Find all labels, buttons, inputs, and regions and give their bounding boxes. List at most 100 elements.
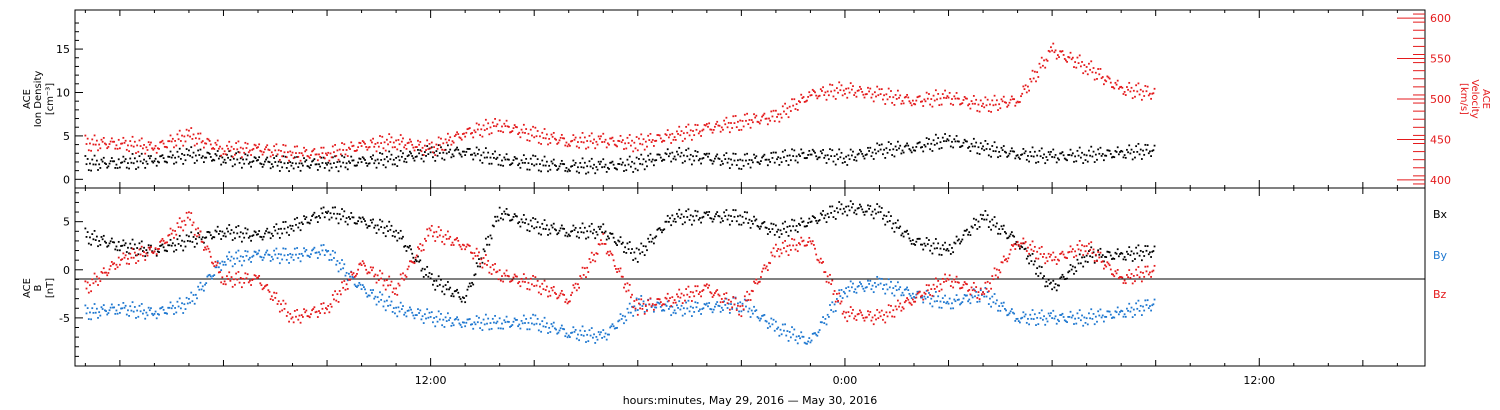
density-point — [203, 161, 205, 164]
velocity-point — [371, 141, 373, 144]
density-point — [961, 144, 964, 147]
bz-point — [592, 259, 594, 262]
bz-point — [165, 241, 167, 244]
density-point — [516, 157, 518, 160]
bx-point — [702, 215, 705, 218]
by-point — [1124, 315, 1127, 318]
by-point — [1079, 319, 1082, 322]
by-point — [371, 291, 373, 294]
bz-point — [1018, 245, 1021, 248]
bx-point — [308, 222, 311, 225]
by-point — [772, 318, 775, 321]
velocity-point — [407, 141, 410, 144]
by-point — [243, 259, 246, 262]
bz-point — [845, 311, 847, 314]
velocity-point — [235, 142, 238, 144]
density-point — [605, 171, 608, 173]
bz-point — [1009, 248, 1012, 251]
velocity-point — [527, 132, 530, 135]
bx-point — [947, 249, 950, 252]
density-point — [1067, 154, 1070, 156]
density-point — [856, 153, 859, 156]
velocity-point — [633, 141, 636, 144]
density-point — [871, 151, 874, 154]
velocity-point — [773, 120, 776, 123]
by-point — [857, 285, 860, 287]
velocity-point — [1054, 49, 1057, 52]
velocity-point — [491, 121, 494, 124]
bz-point — [895, 308, 898, 311]
bz-point — [773, 255, 776, 258]
by-point — [754, 310, 757, 312]
velocity-point — [532, 125, 534, 128]
bz-point — [381, 272, 384, 275]
velocity-point — [1082, 72, 1085, 75]
bx-point — [1089, 255, 1091, 258]
density-point — [781, 150, 784, 153]
bx-point — [735, 220, 738, 223]
velocity-point — [274, 149, 277, 152]
bx-point — [923, 242, 926, 245]
bx-point — [856, 207, 859, 210]
by-point — [496, 320, 499, 323]
density-point — [1078, 146, 1081, 149]
by-point — [665, 304, 668, 307]
density-point — [371, 158, 373, 160]
velocity-point — [1040, 56, 1043, 59]
density-point — [489, 156, 492, 159]
by-point — [1081, 314, 1083, 317]
density-point — [952, 146, 955, 149]
bx-point — [428, 272, 431, 274]
density-point — [400, 155, 403, 158]
bx-point — [129, 242, 132, 245]
by-point — [319, 253, 322, 256]
bx-point — [304, 218, 307, 220]
density-point — [138, 155, 141, 158]
velocity-point — [949, 102, 952, 105]
density-point — [903, 145, 906, 148]
density-point — [1129, 152, 1132, 155]
bz-point — [295, 315, 297, 318]
velocity-point — [909, 102, 912, 104]
density-point — [819, 150, 822, 153]
velocity-point — [680, 130, 683, 133]
bz-point — [146, 254, 149, 257]
bx-point — [796, 231, 799, 233]
bx-point — [220, 238, 223, 240]
bz-point — [260, 284, 263, 287]
bx-point — [85, 236, 88, 238]
by-point — [418, 312, 421, 314]
by-point — [310, 253, 312, 256]
density-point — [1027, 154, 1029, 157]
velocity-point — [1029, 78, 1032, 80]
by-point — [249, 256, 251, 259]
velocity-point — [588, 134, 591, 137]
velocity-point — [223, 150, 226, 153]
velocity-point — [740, 128, 743, 131]
bx-point — [587, 236, 590, 239]
bz-point — [354, 274, 357, 277]
velocity-point — [817, 95, 820, 98]
bx-point — [461, 296, 464, 299]
bz-point — [482, 257, 485, 259]
by-point — [952, 307, 955, 310]
bz-point — [806, 244, 808, 247]
density-point — [957, 140, 960, 143]
velocity-point — [1032, 77, 1035, 80]
density-point — [829, 148, 831, 151]
by-point — [335, 263, 338, 266]
bx-point — [114, 248, 117, 251]
bx-point — [808, 217, 811, 220]
bz-point — [628, 283, 631, 286]
bx-point — [789, 229, 792, 232]
bx-point — [1046, 285, 1049, 288]
bz-point — [287, 311, 289, 314]
bx-point — [281, 232, 284, 235]
by-point — [556, 332, 559, 335]
by-point — [1012, 311, 1014, 314]
velocity-point — [459, 137, 462, 140]
density-point — [717, 157, 720, 160]
by-point — [947, 302, 950, 305]
density-point — [123, 160, 126, 163]
bz-point — [872, 323, 875, 326]
